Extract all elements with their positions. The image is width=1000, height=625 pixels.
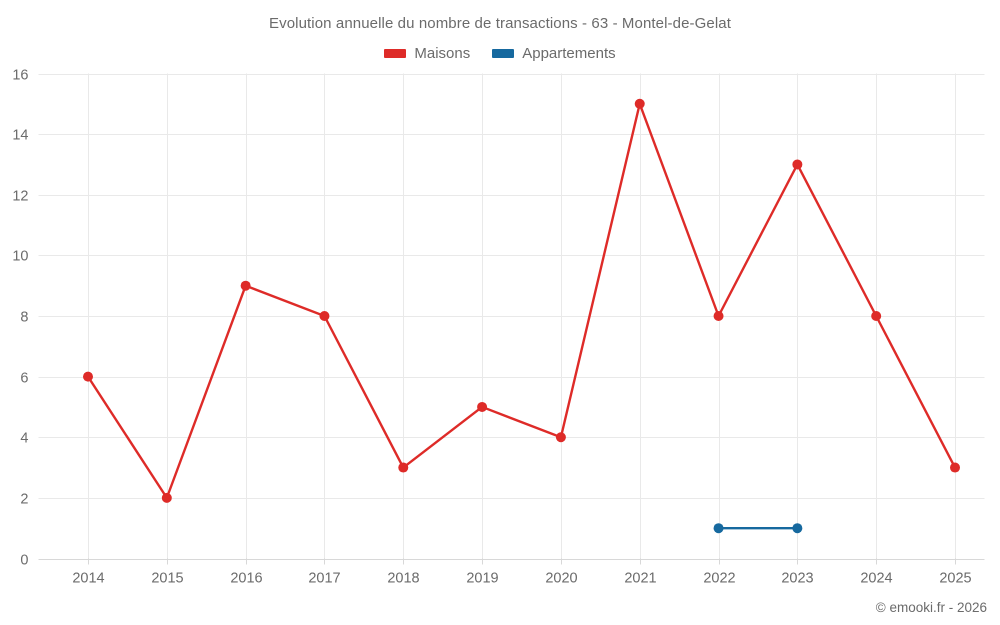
data-point[interactable] (477, 401, 488, 412)
x-tick-label: 2014 (72, 571, 104, 587)
y-tick-label: 14 (12, 128, 28, 144)
series-line-0 (86, 102, 957, 500)
data-point[interactable] (83, 371, 93, 382)
data-point[interactable] (792, 159, 803, 170)
x-tick-label: 2015 (151, 571, 183, 587)
data-point[interactable] (713, 311, 724, 321)
data-point[interactable] (240, 280, 251, 291)
legend-swatch-appartements (492, 49, 515, 58)
x-tick-label: 2016 (230, 571, 262, 587)
x-tick-label: 2025 (939, 571, 971, 587)
chart-title: Evolution annuelle du nombre de transact… (269, 15, 731, 32)
legend-label-maisons: Maisons (414, 45, 471, 62)
data-point[interactable] (161, 492, 172, 503)
data-point[interactable] (634, 98, 645, 109)
x-tick-label: 2020 (545, 571, 577, 587)
x-tick-label: 2023 (781, 571, 813, 587)
y-tick-label: 2 (20, 492, 28, 508)
legend-item-maisons[interactable]: Maisons (384, 45, 470, 62)
y-tick-label: 0 (20, 553, 28, 569)
x-tick-label: 2019 (466, 571, 498, 587)
legend-swatch-maisons (384, 49, 407, 58)
data-point[interactable] (950, 462, 960, 473)
x-tick-label: 2024 (860, 571, 892, 587)
data-point[interactable] (319, 311, 330, 321)
data-point[interactable] (792, 523, 803, 534)
x-tick-label: 2018 (387, 571, 419, 587)
data-point[interactable] (398, 462, 409, 473)
legend-item-appartements[interactable]: Appartements (492, 45, 616, 62)
data-point[interactable] (713, 523, 724, 534)
credit-text: © emooki.fr - 2026 (875, 600, 987, 615)
chart-legend: Maisons Appartements (0, 45, 1000, 62)
y-tick-label: 10 (12, 249, 28, 265)
x-tick-label: 2022 (703, 571, 735, 587)
legend-label-appartements: Appartements (522, 45, 616, 62)
y-tick-label: 16 (12, 68, 28, 84)
series-appartements (713, 523, 803, 534)
x-tick-label: 2021 (624, 571, 656, 587)
y-tick-label: 6 (20, 371, 28, 387)
data-point[interactable] (871, 311, 882, 321)
x-tick-label: 2017 (308, 571, 340, 587)
y-tick-label: 8 (20, 310, 28, 326)
y-tick-label: 12 (12, 189, 28, 205)
series-maisons (83, 98, 960, 503)
data-point[interactable] (555, 432, 566, 443)
y-tick-label: 4 (20, 431, 28, 447)
